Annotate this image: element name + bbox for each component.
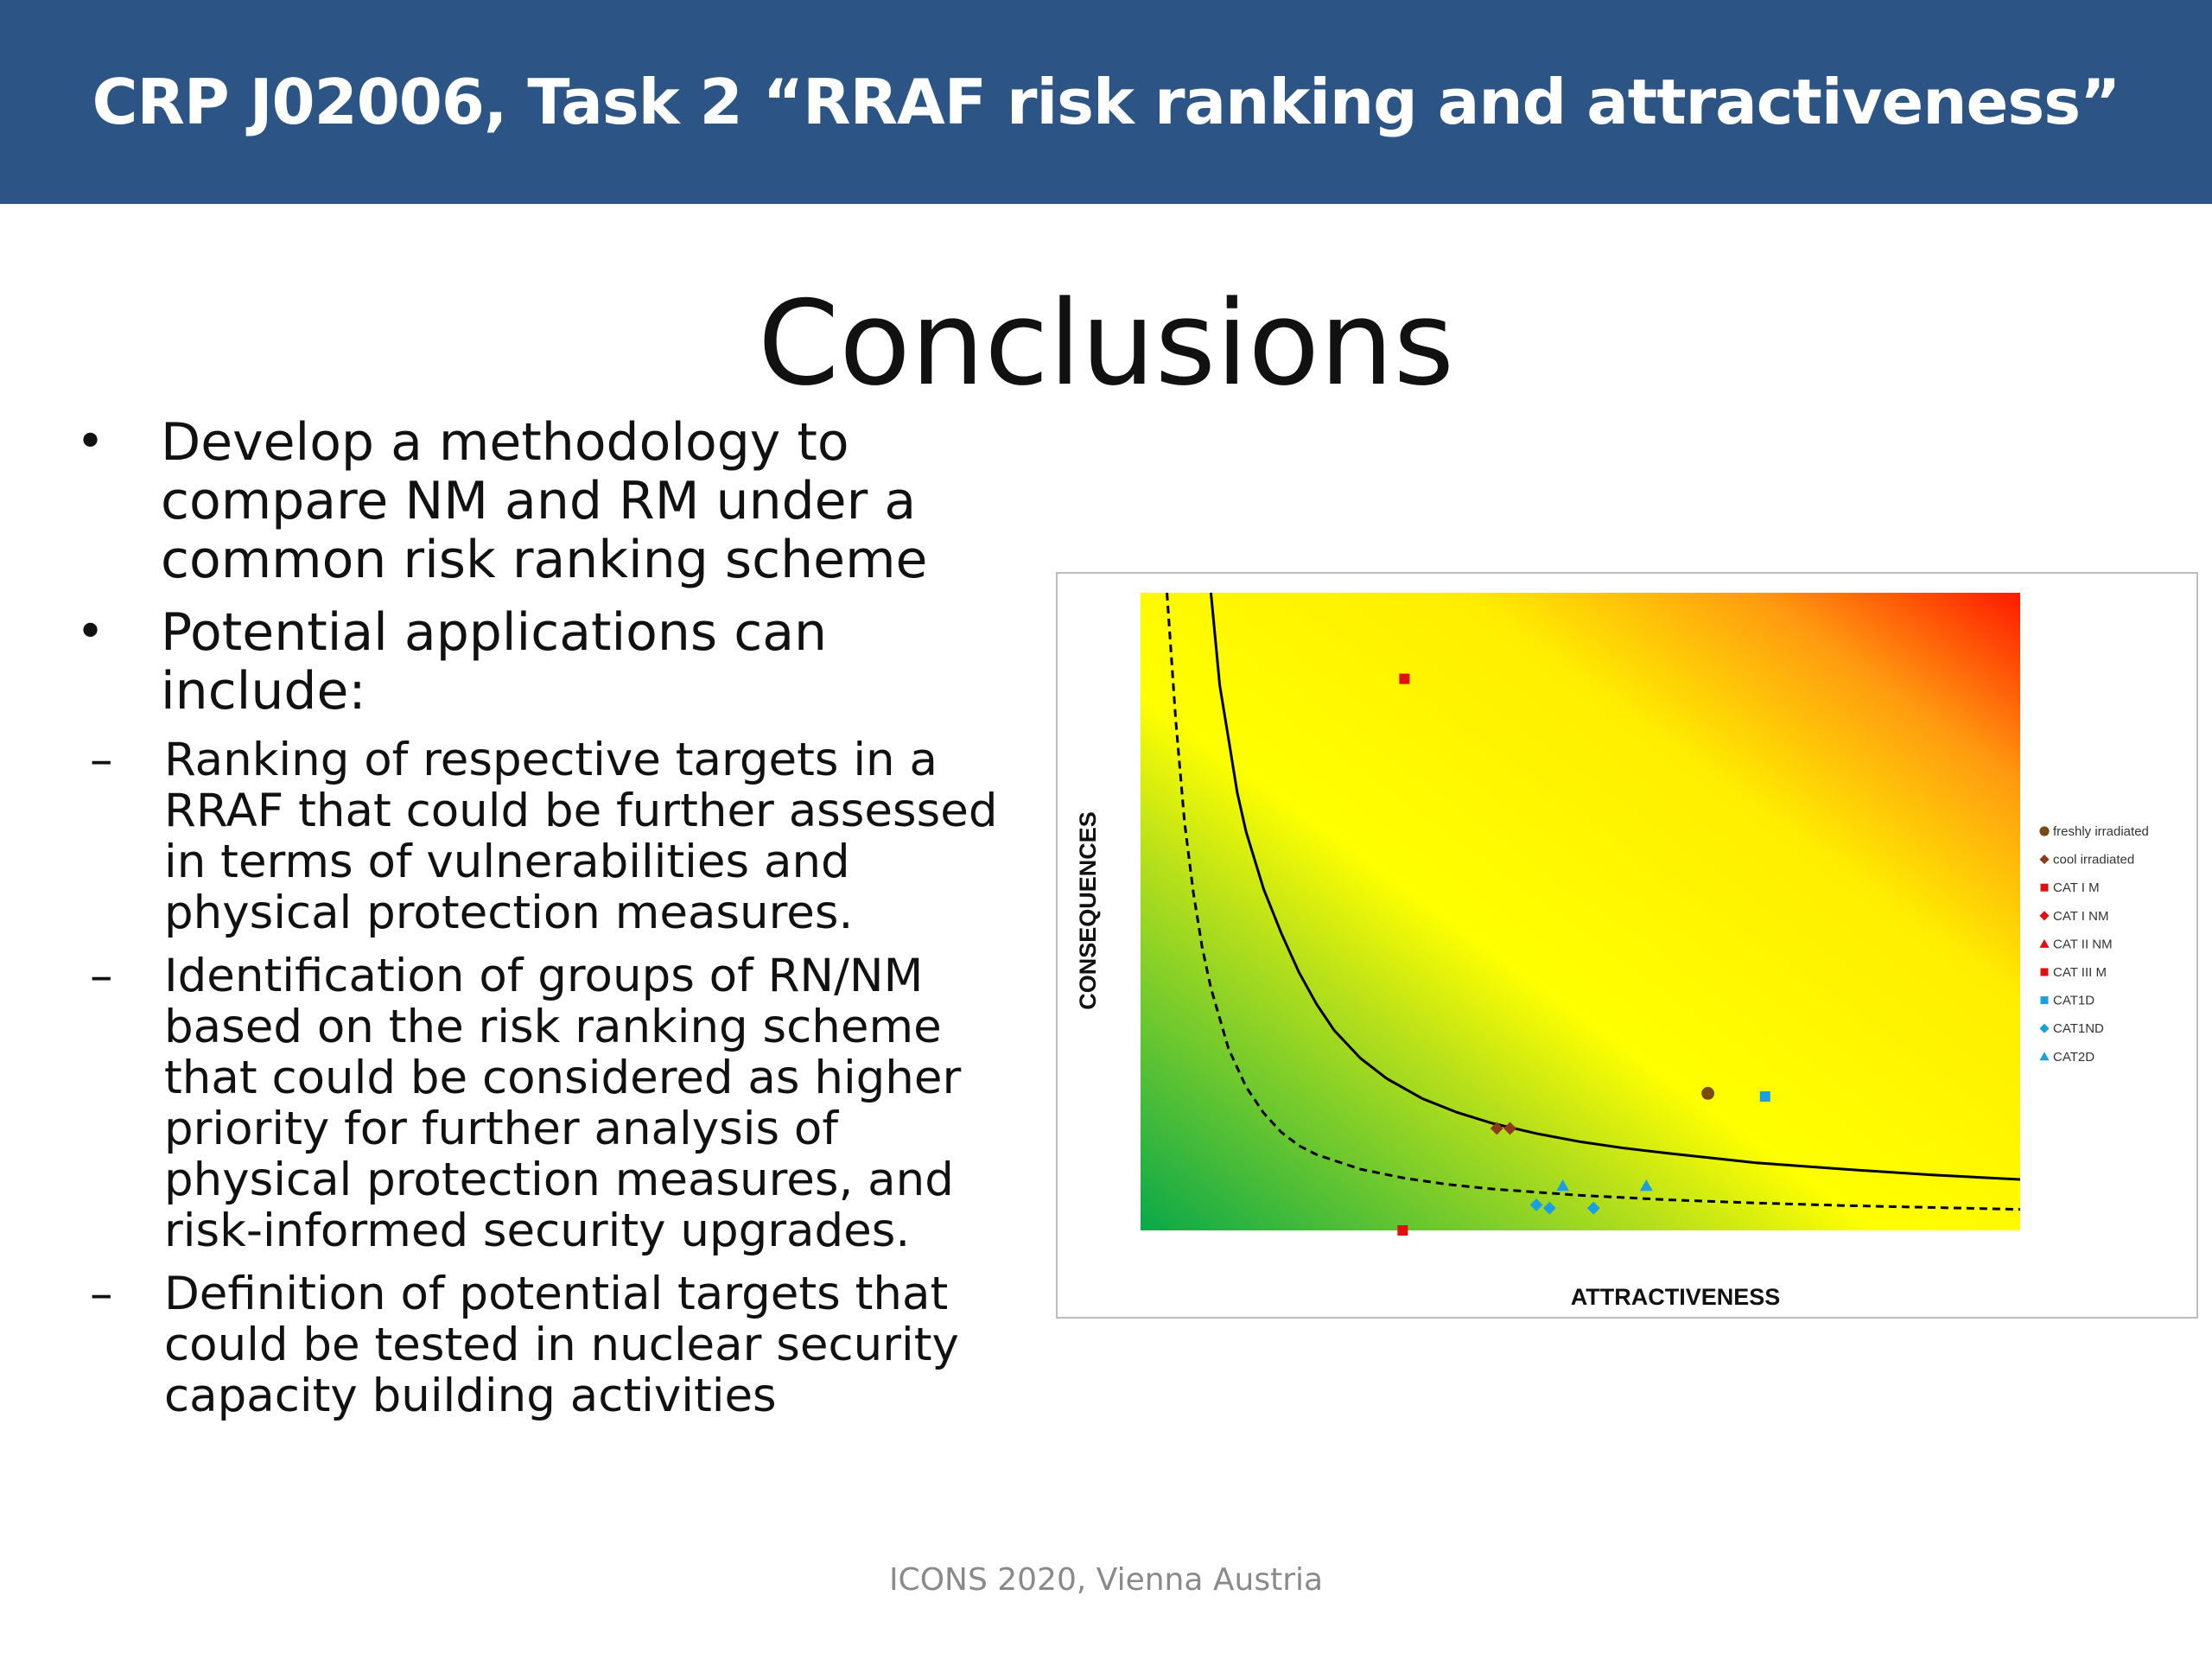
- data-point-cat-iii-m: [1397, 1225, 1408, 1236]
- data-point-cat1nd: [1542, 1201, 1556, 1215]
- risk-chart-svg: ATTRACTIVENESS CONSEQUENCES freshly irra…: [1075, 593, 2149, 1310]
- sub-bullet-item: – Definition of potential targets that c…: [0, 1268, 1027, 1421]
- data-point-cool-irradiated: [1490, 1122, 1503, 1135]
- legend-label: CAT I NM: [2053, 909, 2108, 924]
- bullet-list: • Develop a methodology to compare NM an…: [67, 413, 1027, 1433]
- curve-group: [1166, 593, 2020, 1211]
- header-title: CRP J02006, Task 2 “RRAF risk ranking an…: [92, 66, 2121, 138]
- legend: freshly irradiated cool irradiated CAT I M…: [2039, 824, 2149, 1065]
- legend-marker-cat-i-m: [2040, 883, 2049, 892]
- legend-marker-cat-iii-m: [2040, 968, 2049, 976]
- legend-label: CAT1ND: [2053, 1021, 2104, 1036]
- dash-icon: –: [90, 1268, 113, 1320]
- legend-label: CAT II NM: [2053, 937, 2113, 951]
- bullet-dot-icon: •: [76, 604, 105, 660]
- legend-marker-cool-irradiated: [2039, 855, 2050, 865]
- data-point-cat2d: [1556, 1179, 1570, 1192]
- dash-icon: –: [90, 734, 113, 786]
- legend-label: CAT1D: [2053, 994, 2094, 1008]
- bullet-text: Potential applications can include:: [161, 602, 828, 721]
- bullet-item: • Develop a methodology to compare NM an…: [67, 413, 1027, 589]
- legend-label: CAT III M: [2053, 965, 2107, 980]
- dash-icon: –: [90, 950, 113, 1002]
- sub-bullet-text: Identification of groups of RN/NM based …: [164, 950, 962, 1257]
- x-axis-label: ATTRACTIVENESS: [1571, 1284, 1781, 1310]
- footer-text: ICONS 2020, Vienna Austria: [888, 1562, 1324, 1598]
- legend-marker-cat-ii-nm: [2039, 938, 2050, 948]
- data-point-cat2d: [1639, 1179, 1653, 1192]
- sub-bullet-text: Definition of potential targets that cou…: [164, 1268, 959, 1422]
- legend-label: freshly irradiated: [2053, 824, 2149, 839]
- legend-label: CAT I M: [2053, 880, 2100, 895]
- sub-bullet-text: Ranking of respective targets in a RRAF …: [164, 734, 998, 939]
- dashed-threshold-curve: [1166, 593, 2020, 1211]
- plot-area: [1141, 593, 2020, 1230]
- sub-bullet-item: – Ranking of respective targets in a RRA…: [0, 734, 1027, 938]
- legend-label: cool irradiated: [2053, 853, 2134, 868]
- data-point-cat1d: [1759, 1091, 1770, 1103]
- data-point-cool-irradiated: [1503, 1122, 1516, 1135]
- header-bar: CRP J02006, Task 2 “RRAF risk ranking an…: [0, 0, 2212, 204]
- data-point-cat1nd: [1586, 1201, 1600, 1215]
- y-axis-label: CONSEQUENCES: [1075, 811, 1101, 1010]
- legend-marker-cat1d: [2040, 996, 2049, 1005]
- bullet-item: • Potential applications can include:: [67, 603, 1027, 721]
- bullet-text: Develop a methodology to compare NM and …: [161, 412, 928, 590]
- sub-bullet-item: – Identification of groups of RN/NM base…: [0, 950, 1027, 1256]
- bullet-dot-icon: •: [76, 414, 105, 470]
- legend-marker-cat-i-nm: [2039, 911, 2050, 921]
- legend-label: CAT2D: [2053, 1050, 2094, 1065]
- slide-title: Conclusions: [757, 276, 1455, 411]
- legend-marker-cat2d: [2039, 1052, 2050, 1061]
- data-point-freshly-irradiated: [1701, 1086, 1715, 1100]
- solid-threshold-curve: [1209, 593, 2020, 1181]
- legend-marker-cat1nd: [2039, 1023, 2050, 1033]
- data-point-cat-i-m: [1399, 673, 1410, 684]
- risk-chart: ATTRACTIVENESS CONSEQUENCES freshly irra…: [1056, 572, 2198, 1319]
- legend-marker-freshly-irradiated: [2039, 826, 2050, 836]
